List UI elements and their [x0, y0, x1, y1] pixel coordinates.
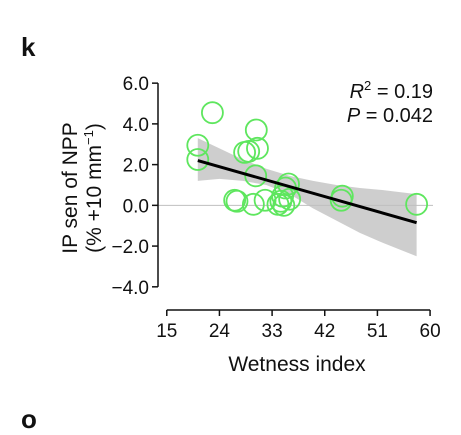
data-point: [186, 148, 210, 171]
panel-letter: k: [21, 32, 36, 62]
data-point: [237, 139, 261, 163]
y-axis-title-line2: (% +10 mm−1): [81, 123, 106, 253]
axes-layer: [157, 83, 431, 311]
y-axis-title-line1: IP sen of NPP: [59, 122, 82, 254]
p-value: = 0.042: [360, 105, 433, 127]
y-tick-label: 0.0: [123, 196, 149, 217]
data-point: [244, 118, 268, 142]
r2-superscript: 2: [364, 78, 371, 93]
x-axis-title: Wetness index: [228, 353, 366, 376]
r2-annotation: R2 = 0.19: [350, 78, 433, 103]
data-point: [241, 192, 265, 216]
x-tick-label: 15: [156, 321, 177, 342]
x-tick-label: 51: [367, 321, 388, 342]
x-tick-label: 33: [262, 321, 283, 342]
x-tick-label: 42: [314, 321, 335, 342]
data-point: [201, 101, 224, 125]
data-point: [244, 164, 268, 188]
data-point: [233, 140, 256, 164]
p-annotation: P = 0.042: [347, 105, 433, 127]
y-tick-label: 4.0: [123, 115, 149, 136]
y-tick-label: 6.0: [123, 74, 149, 95]
data-point: [272, 193, 296, 217]
data-point: [246, 136, 269, 160]
x-tick-label: 60: [420, 321, 441, 342]
x-tick-label: 24: [209, 321, 231, 342]
y-axis-unit-suffix: ): [83, 123, 106, 130]
fit-line: [197, 159, 418, 225]
y-tick-label: −4.0: [111, 278, 149, 299]
data-point: [278, 187, 302, 211]
confidence-band: [197, 138, 417, 257]
r2-value: = 0.19: [371, 81, 433, 103]
y-axis-unit-prefix: (% +10 mm: [83, 145, 106, 253]
p-label: P: [347, 105, 361, 127]
ticks-layer: 6.0 4.0 2.0 0.0 −2.0 −4.0 15 24 33 42 51 60: [111, 74, 440, 342]
confidence-band-layer: [197, 138, 417, 257]
r2-label: R: [350, 81, 364, 103]
y-tick-label: −2.0: [111, 237, 149, 258]
y-axis-unit-superscript: −1: [81, 130, 96, 145]
data-point: [405, 192, 429, 216]
data-point: [186, 133, 210, 157]
scatter-chart: 6.0 4.0 2.0 0.0 −2.0 −4.0 15 24 33 42 51 60 R2 = 0.…: [59, 74, 441, 376]
y-tick-label: 2.0: [123, 156, 149, 177]
data-point: [330, 184, 354, 208]
data-point: [225, 189, 249, 213]
